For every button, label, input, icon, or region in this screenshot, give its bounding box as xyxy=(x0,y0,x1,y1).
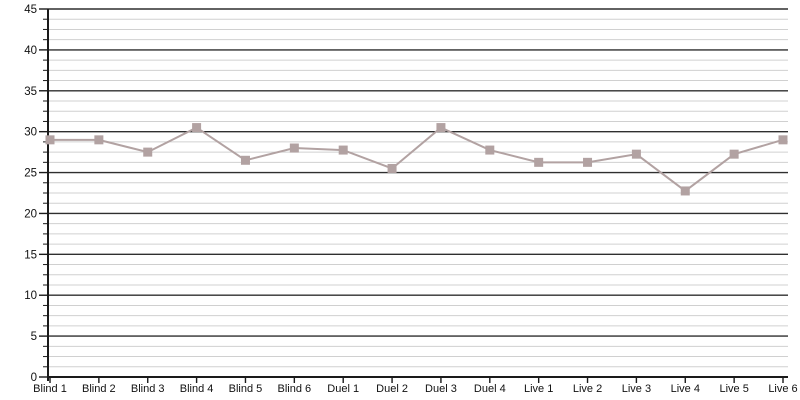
data-point-marker xyxy=(778,135,788,145)
y-axis-tick-label: 25 xyxy=(24,168,37,180)
data-point-marker xyxy=(680,186,690,196)
y-axis-tick-label: 15 xyxy=(24,249,37,261)
data-point-marker xyxy=(534,157,544,167)
data-point-marker xyxy=(485,145,495,155)
x-axis-tick-label: Live 2 xyxy=(573,383,602,395)
x-axis-tick-label: Blind 2 xyxy=(82,383,116,395)
data-point-marker xyxy=(436,123,446,133)
x-axis-tick-label: Duel 1 xyxy=(327,383,359,395)
y-axis-tick-label: 30 xyxy=(24,127,37,139)
data-point-marker xyxy=(45,135,55,145)
y-axis-tick-label: 20 xyxy=(24,208,37,220)
x-axis-tick-label: Live 5 xyxy=(719,383,748,395)
data-point-marker xyxy=(94,135,104,145)
x-axis-tick-label: Live 3 xyxy=(622,383,651,395)
y-axis-tick-label: 10 xyxy=(24,290,37,302)
data-point-marker xyxy=(143,147,153,157)
data-point-marker xyxy=(289,143,299,153)
data-point-marker xyxy=(583,157,593,167)
x-axis-tick-label: Blind 1 xyxy=(33,383,67,395)
y-axis-tick-label: 5 xyxy=(31,331,37,343)
data-point-marker xyxy=(631,149,641,159)
x-axis-tick-label: Blind 5 xyxy=(229,383,263,395)
x-axis-tick-label: Live 6 xyxy=(768,383,797,395)
x-axis-tick-label: Blind 6 xyxy=(278,383,312,395)
y-axis-tick-label: 0 xyxy=(31,372,37,384)
data-point-marker xyxy=(240,155,250,165)
x-axis-tick-label: Duel 3 xyxy=(425,383,457,395)
x-axis-tick-label: Live 4 xyxy=(671,383,700,395)
x-axis-tick-label: Blind 3 xyxy=(131,383,165,395)
data-point-marker xyxy=(729,149,739,159)
x-axis-tick-label: Live 1 xyxy=(524,383,553,395)
x-axis-tick-label: Duel 2 xyxy=(376,383,408,395)
data-point-marker xyxy=(338,145,348,155)
series-line xyxy=(50,126,784,193)
x-axis-tick-label: Blind 4 xyxy=(180,383,214,395)
y-axis-tick-label: 45 xyxy=(24,4,37,16)
x-axis-tick-label: Duel 4 xyxy=(474,383,506,395)
data-point-marker xyxy=(192,123,202,133)
y-axis-tick-label: 35 xyxy=(24,86,37,98)
y-axis-tick-label: 40 xyxy=(24,45,37,57)
data-point-marker xyxy=(387,163,397,173)
